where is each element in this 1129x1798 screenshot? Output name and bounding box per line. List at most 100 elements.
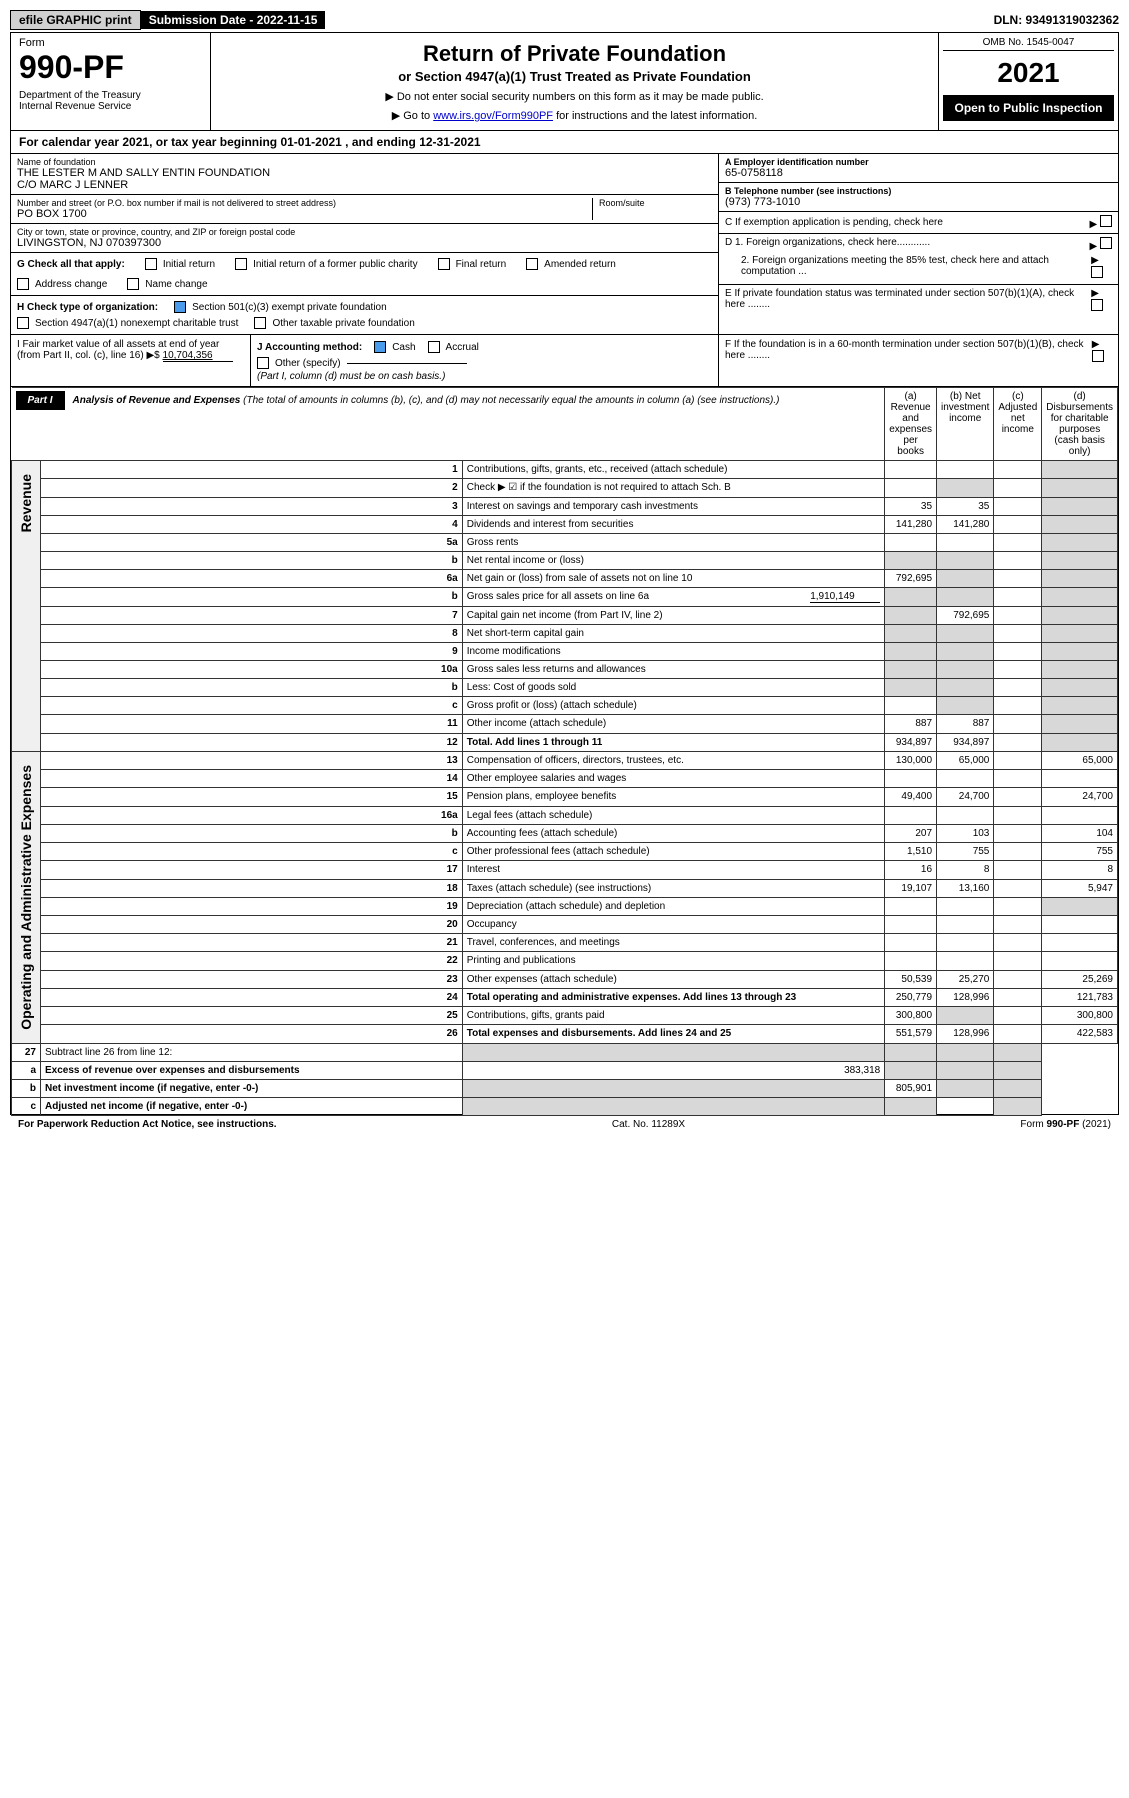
cell-b: 25,270 [937,970,994,988]
checkbox-other-taxable[interactable] [254,317,266,329]
line-desc: Other expenses (attach schedule) [462,970,885,988]
tax-year: 2021 [943,51,1114,95]
line-desc: Other income (attach schedule) [462,715,885,733]
checkbox-initial-public[interactable] [235,258,247,270]
line-number: b [12,1079,41,1097]
cell-b [937,461,994,479]
cell-c [994,679,1042,697]
cell-c [994,551,1042,569]
checkbox-initial-return[interactable] [145,258,157,270]
line-desc: Contributions, gifts, grants, etc., rece… [462,461,885,479]
cell-b [937,625,994,643]
cell-c [994,934,1042,952]
line-number: b [41,587,463,606]
cell-a: 207 [885,824,937,842]
cell-d: 121,783 [1042,988,1118,1006]
line-number: c [41,843,463,861]
line-desc: Total expenses and disbursements. Add li… [462,1025,885,1043]
line-number: 21 [41,934,463,952]
checkbox-d2[interactable] [1091,266,1103,278]
cell-d [1042,607,1118,625]
cell-c [994,661,1042,679]
cell-b: 103 [937,824,994,842]
checkbox-address-change[interactable] [17,278,29,290]
cell-c [994,461,1042,479]
checkbox-f[interactable] [1092,350,1104,362]
cell-d [1042,715,1118,733]
efile-button[interactable]: efile GRAPHIC print [10,10,141,30]
cell-c [937,1061,994,1079]
checkbox-c[interactable] [1100,215,1112,227]
line-number: 17 [41,861,463,879]
cell-d [1042,952,1118,970]
cell-c [994,479,1042,497]
section-label: Operating and Administrative Expenses [12,751,41,1043]
checkbox-d1[interactable] [1100,237,1112,249]
cell-a [885,952,937,970]
line-desc: Gross sales less returns and allowances [462,661,885,679]
line-number: 13 [41,751,463,769]
line-desc: Contributions, gifts, grants paid [462,1007,885,1025]
cell-d [1042,770,1118,788]
cell-c [994,824,1042,842]
footer-mid: Cat. No. 11289X [612,1119,685,1130]
cell-b [885,1043,937,1061]
cell-c [994,607,1042,625]
cell-a [885,897,937,915]
cell-d: 5,947 [1042,879,1118,897]
cell-b [937,479,994,497]
instruction-2: ▶ Go to www.irs.gov/Form990PF for instru… [219,109,930,122]
tel-label: B Telephone number (see instructions) [725,186,1112,196]
cell-d [1042,461,1118,479]
cell-c [994,625,1042,643]
col-b: (b) Net investment income [937,388,994,461]
line-desc: Excess of revenue over expenses and disb… [41,1061,463,1079]
cell-b [937,934,994,952]
footer-left: For Paperwork Reduction Act Notice, see … [18,1119,277,1130]
checkbox-other-method[interactable] [257,357,269,369]
footer-right: Form 990-PF (2021) [1020,1119,1111,1130]
cell-a [885,625,937,643]
line-number: b [41,551,463,569]
checkbox-name-change[interactable] [127,278,139,290]
checkbox-final[interactable] [438,258,450,270]
h-label: H Check type of organization: [17,302,158,313]
line-desc: Accounting fees (attach schedule) [462,824,885,842]
checkbox-cash[interactable] [374,341,386,353]
checkbox-4947[interactable] [17,317,29,329]
d2-label: 2. Foreign organizations meeting the 85%… [725,255,1091,281]
line-desc: Other employee salaries and wages [462,770,885,788]
cell-a [885,643,937,661]
line-number: 2 [41,479,463,497]
form-label: Form [19,37,202,49]
cell-c [994,970,1042,988]
cell-a: 16 [885,861,937,879]
line-number: 25 [41,1007,463,1025]
cell-a [885,533,937,551]
cell-a: 35 [885,497,937,515]
line-number: 26 [41,1025,463,1043]
line-desc: Occupancy [462,915,885,933]
checkbox-accrual[interactable] [428,341,440,353]
cell-c [994,569,1042,587]
cell-b: 934,897 [937,733,994,751]
cell-a [462,1043,885,1061]
line-desc: Total operating and administrative expen… [462,988,885,1006]
checkbox-amended[interactable] [526,258,538,270]
cell-d: 8 [1042,861,1118,879]
irs-link[interactable]: www.irs.gov/Form990PF [433,110,553,122]
cell-d: 755 [1042,843,1118,861]
checkbox-501c3[interactable] [174,301,186,313]
cell-b: 805,901 [885,1079,937,1097]
cell-b [937,569,994,587]
department: Department of the Treasury Internal Reve… [19,90,202,112]
checkbox-e[interactable] [1091,299,1103,311]
cell-d [1042,934,1118,952]
line-desc: Interest on savings and temporary cash i… [462,497,885,515]
cell-b: 13,160 [937,879,994,897]
cell-a [885,551,937,569]
cell-d: 65,000 [1042,751,1118,769]
cell-d [1042,679,1118,697]
cell-b [937,952,994,970]
line-number: 19 [41,897,463,915]
